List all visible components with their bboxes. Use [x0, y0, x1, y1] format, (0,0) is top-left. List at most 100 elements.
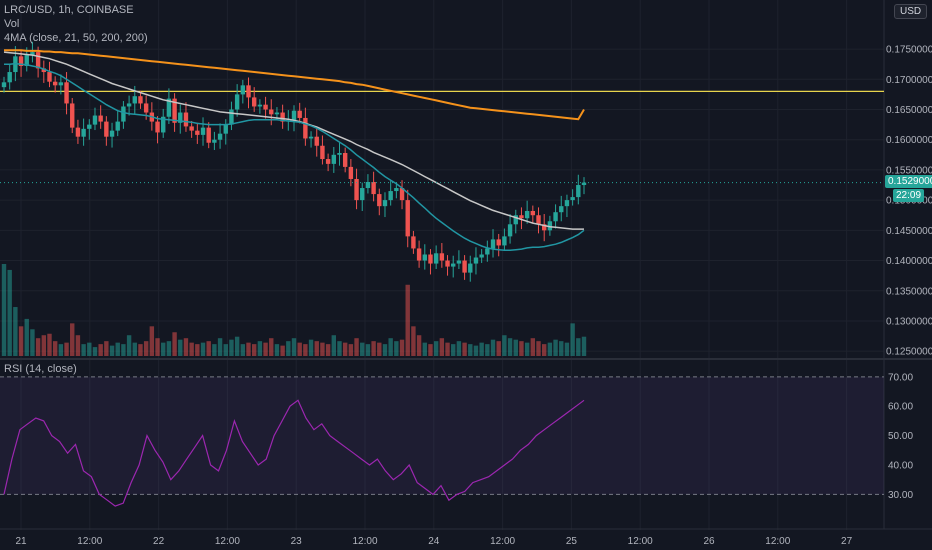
- volume-bar: [234, 336, 240, 356]
- volume-bar: [166, 341, 172, 356]
- candle-body: [257, 104, 263, 107]
- volume-bar: [519, 341, 524, 356]
- candle-body: [416, 248, 422, 261]
- volume-bar: [18, 326, 24, 356]
- candle-body: [496, 239, 501, 246]
- candle-body: [547, 221, 553, 231]
- volume-bar: [547, 342, 553, 356]
- candle-body: [132, 96, 137, 104]
- candle-body: [513, 215, 518, 225]
- candle-body: [394, 188, 399, 192]
- candle-body: [18, 56, 24, 66]
- volume-bar: [564, 342, 570, 356]
- candle-body: [360, 188, 365, 201]
- volume-bar: [576, 338, 581, 356]
- volume-bar: [98, 344, 103, 356]
- candle-body: [479, 254, 484, 258]
- candle-body: [308, 136, 314, 139]
- volume-bar: [7, 269, 12, 356]
- time-tick-label: 12:00: [765, 536, 790, 547]
- candle-body: [64, 82, 69, 104]
- candle-body: [388, 191, 393, 201]
- volume-bar: [445, 342, 450, 356]
- rsi-axis[interactable]: 30.00 40.00 50.00 60.00 70.00: [888, 372, 913, 501]
- price-tick-label: 0.17500000: [886, 45, 932, 56]
- candle-body: [138, 96, 143, 104]
- volume-bar: [536, 341, 541, 356]
- candle-body: [155, 121, 160, 133]
- volume-bar: [41, 335, 47, 356]
- volume-bar: [178, 339, 183, 356]
- candle-body: [87, 124, 92, 129]
- currency-button[interactable]: USD: [894, 4, 928, 19]
- candle-body: [52, 81, 58, 86]
- candle-body: [371, 182, 376, 195]
- symbol-legend: LRC/USD, 1h, COINBASE: [4, 4, 134, 16]
- candle-body: [377, 194, 382, 207]
- candle-body: [234, 94, 240, 110]
- volume-bar: [297, 342, 302, 356]
- candle-body: [348, 166, 354, 179]
- volume-bar: [314, 341, 319, 356]
- candle-body: [422, 254, 427, 261]
- volume-bar: [320, 342, 325, 356]
- rsi-tick-label: 50.00: [888, 431, 913, 442]
- candle-body: [115, 121, 120, 131]
- candle-body: [104, 121, 109, 137]
- volume-bar: [200, 342, 206, 356]
- candle-body: [320, 145, 325, 160]
- candle-body: [189, 126, 194, 131]
- volume-bar: [257, 341, 263, 356]
- volume-bar: [524, 342, 530, 356]
- volume-bar: [337, 341, 342, 356]
- volume-bar: [365, 344, 371, 356]
- ma21-line: [4, 62, 585, 252]
- candle-body: [240, 85, 246, 95]
- candle-body: [58, 82, 64, 86]
- candle-body: [570, 197, 575, 201]
- candle-body: [251, 97, 257, 107]
- volume-bar: [342, 342, 348, 356]
- volume-bar: [354, 338, 359, 356]
- volume-bar: [411, 326, 416, 356]
- volume-bar: [541, 344, 547, 356]
- volume-bar: [217, 338, 223, 356]
- rsi-tick-label: 40.00: [888, 460, 913, 471]
- candle-body: [229, 109, 234, 125]
- volume-bar: [399, 339, 405, 356]
- candle-body: [456, 260, 462, 264]
- volume-legend: Vol: [4, 18, 20, 30]
- candle-body: [382, 200, 388, 207]
- candle-body: [530, 211, 536, 216]
- volume-bar: [52, 341, 58, 356]
- ma-legend: 4MA (close, 21, 50, 200, 200): [4, 32, 148, 44]
- volume-bar: [263, 342, 268, 356]
- candle-body: [428, 254, 433, 264]
- candle-body: [7, 72, 12, 83]
- candle-body: [195, 130, 200, 135]
- time-tick-label: 26: [703, 536, 715, 547]
- candle-body: [331, 154, 337, 164]
- candle-body: [473, 257, 479, 264]
- candle-body: [314, 136, 319, 146]
- volume-bar: [35, 338, 41, 356]
- grid-lines: [0, 0, 885, 530]
- candle-body: [581, 182, 587, 186]
- volume-bar: [138, 344, 143, 356]
- volume-bar: [308, 339, 314, 356]
- volume-bar: [394, 341, 399, 356]
- candle-body: [121, 106, 126, 122]
- volume-bar: [348, 344, 354, 356]
- time-tick-label: 21: [15, 536, 27, 547]
- volume-bar: [104, 341, 109, 356]
- volume-bar: [496, 341, 501, 356]
- time-axis[interactable]: 21 12:00 22 12:00 23 12:00 24 12:00 25 12:00 26 12:…: [0, 528, 932, 547]
- volume-bar: [58, 344, 64, 356]
- volume-bar: [155, 338, 160, 356]
- candle-body: [559, 206, 564, 213]
- volume-bar: [559, 341, 564, 356]
